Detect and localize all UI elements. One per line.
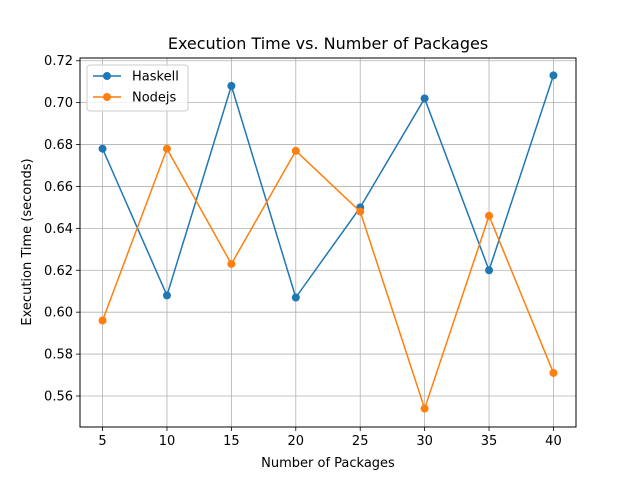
y-tick-label: 0.56 [44, 389, 73, 404]
y-tick-label: 0.70 [44, 96, 73, 111]
grid [80, 58, 576, 427]
plot-area [80, 58, 576, 427]
x-axis-title: Number of Packages [261, 456, 395, 471]
data-point [98, 316, 107, 325]
y-tick-label: 0.64 [44, 222, 73, 237]
y-tick-label: 0.66 [44, 180, 73, 195]
data-point [227, 259, 236, 268]
y-tick-label: 0.60 [44, 306, 73, 321]
x-tick-label: 5 [98, 434, 106, 449]
data-point [356, 207, 365, 216]
series-line-haskell [101, 75, 555, 299]
x-tick-label: 25 [352, 434, 369, 449]
y-axis: 0.56 0.58 0.60 0.62 0.64 0.66 0.68 0.70 0.72 [44, 54, 80, 404]
x-tick-label: 20 [288, 434, 305, 449]
legend-marker [103, 72, 111, 80]
series-layer [98, 71, 558, 413]
x-axis: 5 10 15 20 25 30 35 40 [98, 427, 562, 449]
x-tick-label: 35 [481, 434, 498, 449]
data-point [485, 266, 494, 275]
y-tick-label: 0.68 [44, 138, 73, 153]
series-line-nodejs [101, 147, 555, 410]
data-point [98, 144, 107, 153]
x-tick-label: 40 [545, 434, 562, 449]
plot-frame [79, 57, 577, 428]
data-point [420, 404, 429, 413]
data-point [549, 71, 558, 80]
x-tick-label: 10 [159, 434, 176, 449]
data-point [227, 81, 236, 90]
series-nodejs [98, 144, 558, 413]
legend: Haskell Nodejs [86, 64, 189, 112]
y-tick-label: 0.62 [44, 264, 73, 279]
legend-label: Nodejs [132, 91, 177, 106]
data-point [291, 146, 300, 155]
data-point [420, 94, 429, 103]
data-point [549, 368, 558, 377]
legend-marker [103, 93, 111, 101]
y-tick-label: 0.58 [44, 348, 73, 363]
legend-label: Haskell [132, 70, 179, 85]
data-point [291, 293, 300, 302]
x-tick-label: 30 [416, 434, 433, 449]
data-point [162, 291, 171, 300]
y-tick-label: 0.72 [44, 54, 73, 69]
data-point [162, 144, 171, 153]
data-point [485, 211, 494, 220]
x-tick-label: 15 [223, 434, 240, 449]
chart-title: Execution Time vs. Number of Packages [168, 34, 488, 53]
y-axis-title: Execution Time (seconds) [20, 158, 35, 325]
